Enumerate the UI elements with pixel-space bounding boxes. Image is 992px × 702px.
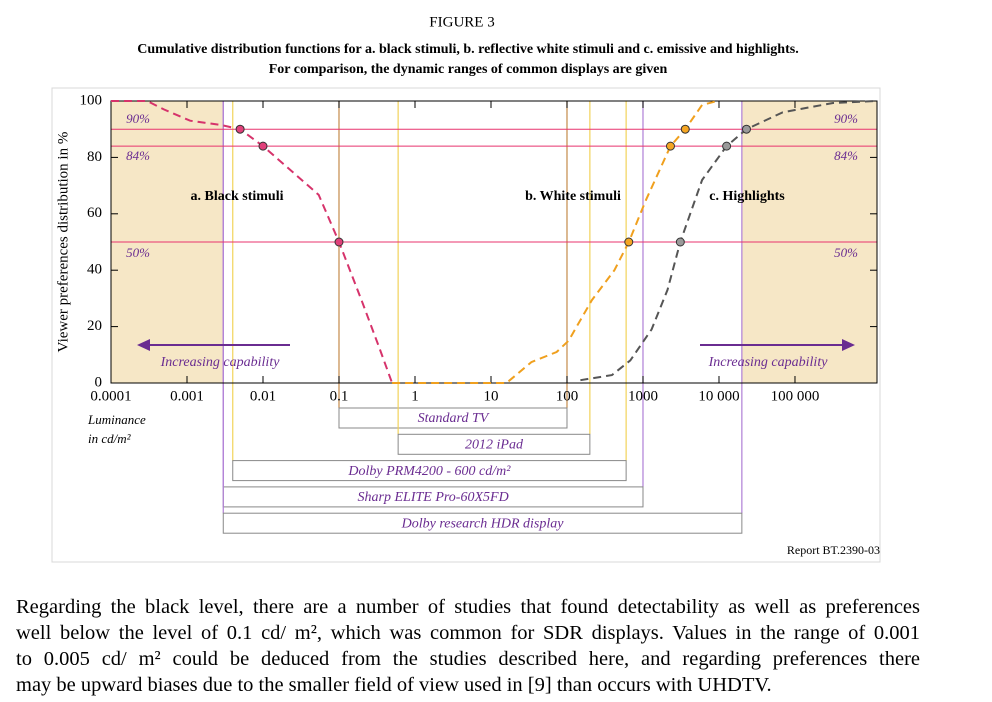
y-tick-label: 0 — [95, 374, 103, 390]
series-marker — [741, 124, 751, 134]
figure-title: For comparison, the dynamic ranges of co… — [269, 62, 668, 77]
series-marker — [722, 141, 732, 151]
series-marker — [334, 237, 344, 247]
reference-label: 90% — [126, 111, 150, 126]
y-tick-label: 20 — [87, 318, 102, 334]
figure-frame — [51, 87, 881, 563]
display-label: Sharp ELITE Pro-60X5FD — [358, 490, 509, 505]
series-marker — [665, 141, 675, 151]
display-range-bar — [338, 407, 568, 429]
display-range-bar — [397, 433, 591, 455]
display-label: Standard TV — [418, 411, 490, 426]
series-label: b. White stimuli — [525, 189, 621, 204]
reference-label: 84% — [126, 148, 150, 163]
x-tick-label: 100 000 — [771, 388, 820, 404]
x-tick-label: 0.1 — [330, 388, 349, 404]
series-marker — [258, 141, 268, 151]
paragraph-line: well below the level of 0.1 cd/ m², whic… — [16, 622, 920, 644]
series-marker — [675, 237, 685, 247]
y-tick-label: 40 — [87, 262, 102, 278]
paragraph: Regarding the black level, there are a n… — [16, 594, 920, 698]
display-label: 2012 iPad — [465, 438, 524, 453]
series-marker — [624, 237, 634, 247]
reference-label: 84% — [834, 148, 858, 163]
reference-label: 50% — [126, 245, 150, 260]
y-tick-label: 100 — [80, 92, 103, 108]
arrow-head — [842, 339, 855, 351]
reference-label: 50% — [834, 245, 858, 260]
display-range-bar — [232, 460, 627, 482]
figure-label: FIGURE 3 — [429, 14, 494, 30]
paragraph-line: may be upward biases due to the smaller … — [16, 674, 772, 696]
display-label: Dolby research HDR display — [401, 516, 565, 531]
y-tick-label: 80 — [87, 149, 102, 165]
series-marker — [235, 124, 245, 134]
reference-label: 90% — [834, 111, 858, 126]
figure: FIGURE 3 Cumulative distribution functio… — [51, 14, 881, 563]
x-tick-label: 1 — [411, 388, 419, 404]
source: Report BT.2390-03 — [787, 543, 880, 557]
x-tick-label: 100 — [556, 388, 579, 404]
display-label: Dolby PRM4200 - 600 cd/m² — [347, 464, 511, 479]
x-tick-label: 0.001 — [170, 388, 204, 404]
y-axis-label: Viewer preferences distribution in % — [55, 132, 71, 353]
x-tick-label: 1000 — [628, 388, 658, 404]
capability-label: Increasing capability — [708, 355, 829, 370]
y-tick-label: 60 — [87, 205, 102, 221]
series-label: c. Highlights — [709, 189, 785, 204]
display-range-bar — [222, 512, 743, 534]
x-axis-label: in cd/m² — [88, 431, 132, 446]
paragraph-line: Regarding the black level, there are a n… — [16, 596, 920, 618]
series-label: a. Black stimuli — [191, 189, 284, 204]
figure-title: Cumulative distribution functions for a.… — [137, 42, 798, 57]
x-tick-label: 10 000 — [698, 388, 739, 404]
x-axis-label: Luminance — [87, 412, 146, 427]
plot-frame — [110, 100, 878, 384]
arrow-head — [137, 339, 150, 351]
series-line — [580, 100, 878, 382]
series-marker — [680, 124, 690, 134]
capability-label: Increasing capability — [160, 355, 281, 370]
x-tick-label: 0.01 — [250, 388, 276, 404]
x-tick-label: 0.0001 — [90, 388, 131, 404]
paragraph-line: to 0.005 cd/ m² could be deduced from th… — [16, 648, 920, 670]
x-tick-label: 10 — [483, 388, 498, 404]
